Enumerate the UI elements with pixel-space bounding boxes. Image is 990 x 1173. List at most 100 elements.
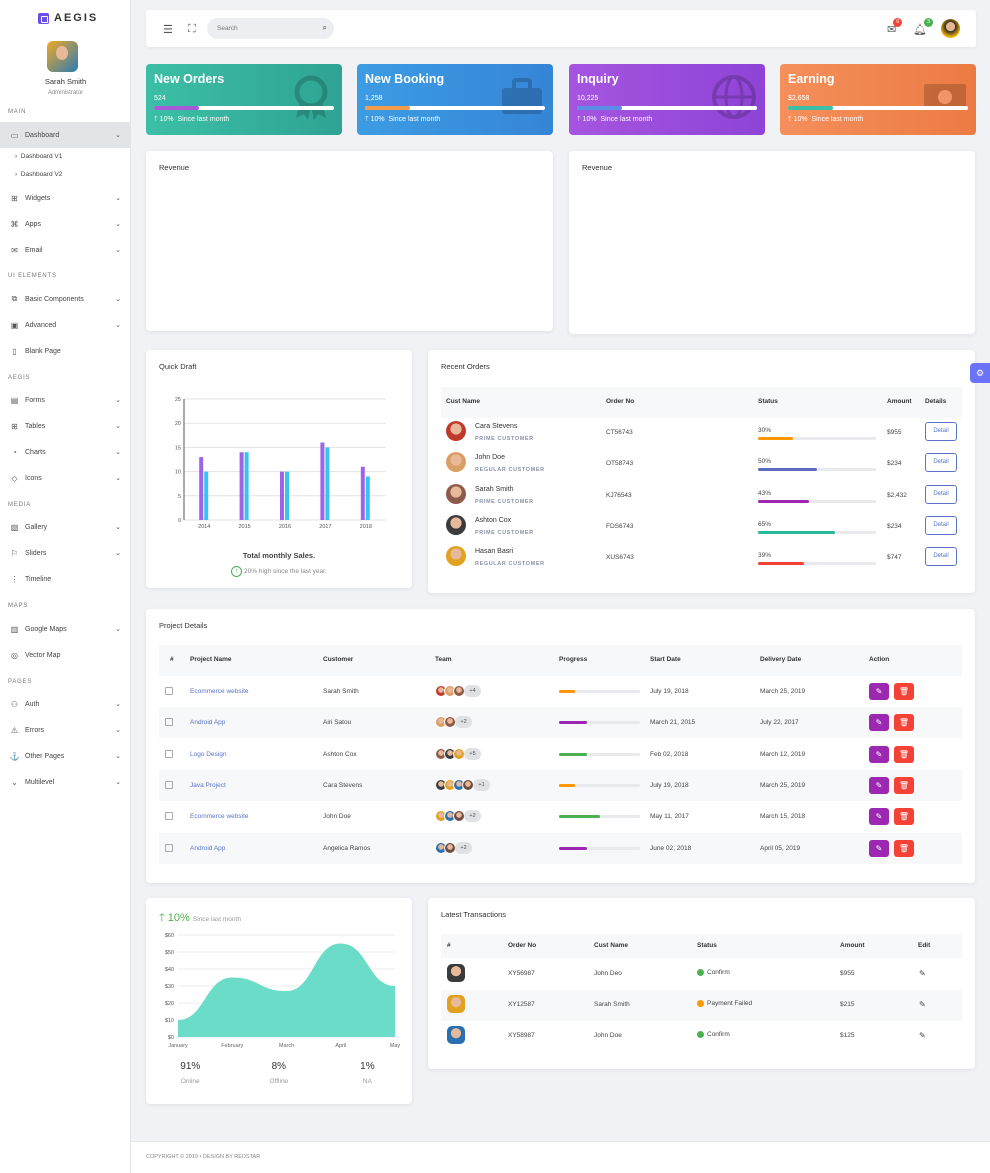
delete-button[interactable]: 🗑︎	[894, 808, 914, 826]
team-more-badge[interactable]: +4	[464, 685, 481, 697]
team-more-badge[interactable]: +2	[455, 716, 472, 729]
project-name-link[interactable]: Java Project	[190, 781, 226, 789]
chevron-down-icon: ⌄	[115, 449, 121, 456]
draft-bar[interactable]	[239, 452, 244, 520]
sidebar-item-auth[interactable]: ⚇ Auth ⌄	[10, 699, 121, 709]
y-tick-label: $30	[165, 984, 174, 990]
sidebar-item-dashboard[interactable]: ▭ Dashboard ⌄	[0, 122, 131, 148]
edit-button[interactable]: ✎	[869, 745, 889, 763]
fullscreen-icon[interactable]: ⛶	[188, 23, 196, 35]
detail-button[interactable]: Detail	[925, 453, 957, 473]
menu-icon[interactable]: ☰	[163, 24, 173, 36]
delete-button[interactable]: 🗑︎	[894, 776, 914, 794]
draft-bar[interactable]	[244, 452, 249, 520]
command-icon: ⌘	[10, 219, 19, 229]
sidebar-item-charts[interactable]: ◔ Charts ⌄	[0, 439, 131, 465]
delete-button[interactable]: 🗑︎	[894, 745, 914, 763]
project-name-link[interactable]: Android App	[190, 719, 226, 727]
edit-button[interactable]: ✎	[869, 683, 889, 700]
row-checkbox[interactable]	[165, 749, 173, 758]
sidebar-item-widgets[interactable]: ⊞ Widgets ⌄	[11, 193, 121, 203]
sidebar-subitem-dashboard-v2[interactable]: › Dashboard V2	[15, 171, 63, 178]
search-input[interactable]	[207, 18, 307, 39]
team-more-badge[interactable]: +2	[464, 810, 481, 823]
draft-bar[interactable]	[280, 471, 284, 520]
draft-bar[interactable]	[285, 471, 289, 520]
brand-logo-icon	[38, 12, 49, 24]
project-name-link[interactable]: Ecommerce website	[190, 688, 249, 695]
transaction-avatar	[447, 1026, 465, 1044]
delete-button[interactable]: 🗑︎	[894, 839, 914, 857]
draft-bar[interactable]	[325, 447, 330, 520]
edit-button[interactable]: ✎	[869, 808, 889, 826]
edit-button[interactable]: ✎	[869, 839, 889, 857]
row-checkbox[interactable]	[165, 718, 173, 727]
edit-button[interactable]: ✎	[869, 714, 889, 732]
profile-avatar[interactable]	[941, 19, 960, 38]
col-index: #	[447, 942, 451, 949]
detail-button[interactable]: Detail	[925, 515, 957, 535]
row-checkbox[interactable]	[165, 780, 173, 789]
row-checkbox[interactable]	[165, 812, 173, 821]
row-checkbox[interactable]	[165, 843, 173, 852]
project-name-link[interactable]: Logo Design	[190, 750, 227, 758]
search-icon[interactable]: ⌕	[322, 23, 327, 32]
project-name-link[interactable]: Android App	[190, 844, 226, 852]
sidebar-item-icons[interactable]: ◇ Icons ⌄	[11, 473, 121, 483]
sidebar-item-errors[interactable]: ⚠ Errors ⌄	[10, 725, 121, 735]
sidebar-item-other-pages[interactable]: ⚓ Other Pages ⌄	[9, 751, 121, 761]
pencil-icon[interactable]: ✎	[919, 969, 926, 978]
col-status: Status	[758, 398, 778, 405]
detail-button[interactable]: Detail	[925, 422, 957, 441]
y-tick-label: 20	[175, 421, 181, 427]
sidebar-item-vector-map[interactable]: ◎ Vector Map	[11, 650, 61, 660]
sidebar-item-forms[interactable]: ▤ Forms ⌄	[10, 395, 121, 405]
y-tick-label: $0	[168, 1035, 174, 1041]
team-more-badge[interactable]: +5	[464, 747, 481, 760]
sidebar-item-multilevel[interactable]: ⌄ Multilevel ⌄	[11, 777, 121, 787]
row-checkbox[interactable]	[165, 687, 173, 695]
delete-button[interactable]: 🗑︎	[894, 714, 914, 732]
sidebar-item-advanced[interactable]: ▣ Advanced ⌄	[10, 320, 121, 330]
draft-bar[interactable]	[204, 471, 209, 520]
detail-button[interactable]: Detail	[925, 547, 957, 567]
detail-button[interactable]: Detail	[925, 484, 957, 504]
trash-icon: 🗑︎	[898, 687, 910, 696]
user-avatar[interactable]	[47, 41, 78, 72]
sales-area[interactable]	[178, 943, 395, 1038]
status-dot	[697, 969, 704, 976]
sidebar-item-email[interactable]: ✉ Email ⌄	[11, 245, 121, 255]
project-name-link[interactable]: Ecommerce website	[190, 813, 249, 821]
brand[interactable]: AEGIS	[38, 11, 98, 25]
project-progress	[559, 721, 640, 725]
sidebar-item-timeline[interactable]: ⋮ Timeline	[10, 574, 52, 584]
sidebar-item-tables[interactable]: ⊞ Tables ⌄	[11, 421, 121, 431]
sidebar-item-basic-components[interactable]: ⧉ Basic Components ⌄	[11, 294, 121, 303]
chevron-down-icon: ⌄	[115, 753, 121, 760]
mail-icon[interactable]: ✉ 6	[887, 18, 903, 36]
draft-bar[interactable]	[360, 466, 365, 520]
start-date: July 19, 2018	[650, 688, 689, 695]
draft-bar[interactable]	[365, 476, 370, 520]
pencil-icon[interactable]: ✎	[919, 1031, 926, 1040]
pencil-icon[interactable]: ✎	[919, 1000, 926, 1009]
sidebar-item-gallery[interactable]: ▧ Gallery ⌄	[10, 522, 121, 532]
sidebar-item-sliders[interactable]: ⚐ Sliders ⌄	[10, 548, 121, 558]
draft-bar[interactable]	[199, 457, 204, 520]
sidebar-subitem-dashboard-v1[interactable]: › Dashboard V1	[15, 153, 63, 160]
card-title: Quick Draft	[159, 362, 197, 371]
bell-icon[interactable]: 🔔︎ 3	[913, 18, 933, 36]
status-progress	[758, 562, 876, 566]
edit-button[interactable]: ✎	[869, 776, 889, 794]
sidebar-item-blank-page[interactable]: ▯ Blank Page	[0, 338, 131, 364]
sidebar-item-google-maps[interactable]: ▥ Google Maps ⌄	[10, 624, 121, 634]
sidebar-item-apps[interactable]: ⌘ Apps ⌄	[10, 219, 122, 229]
team-more-badge[interactable]: +2	[455, 841, 472, 854]
team-more-badge[interactable]: +1	[473, 778, 490, 791]
delete-button[interactable]: 🗑︎	[894, 683, 914, 700]
settings-gear-icon[interactable]: ⚙	[970, 363, 990, 383]
card-title: Recent Orders	[441, 362, 490, 371]
draft-bar[interactable]	[320, 442, 325, 520]
project-progress	[559, 752, 640, 756]
start-date: July 19, 2018	[650, 781, 689, 789]
